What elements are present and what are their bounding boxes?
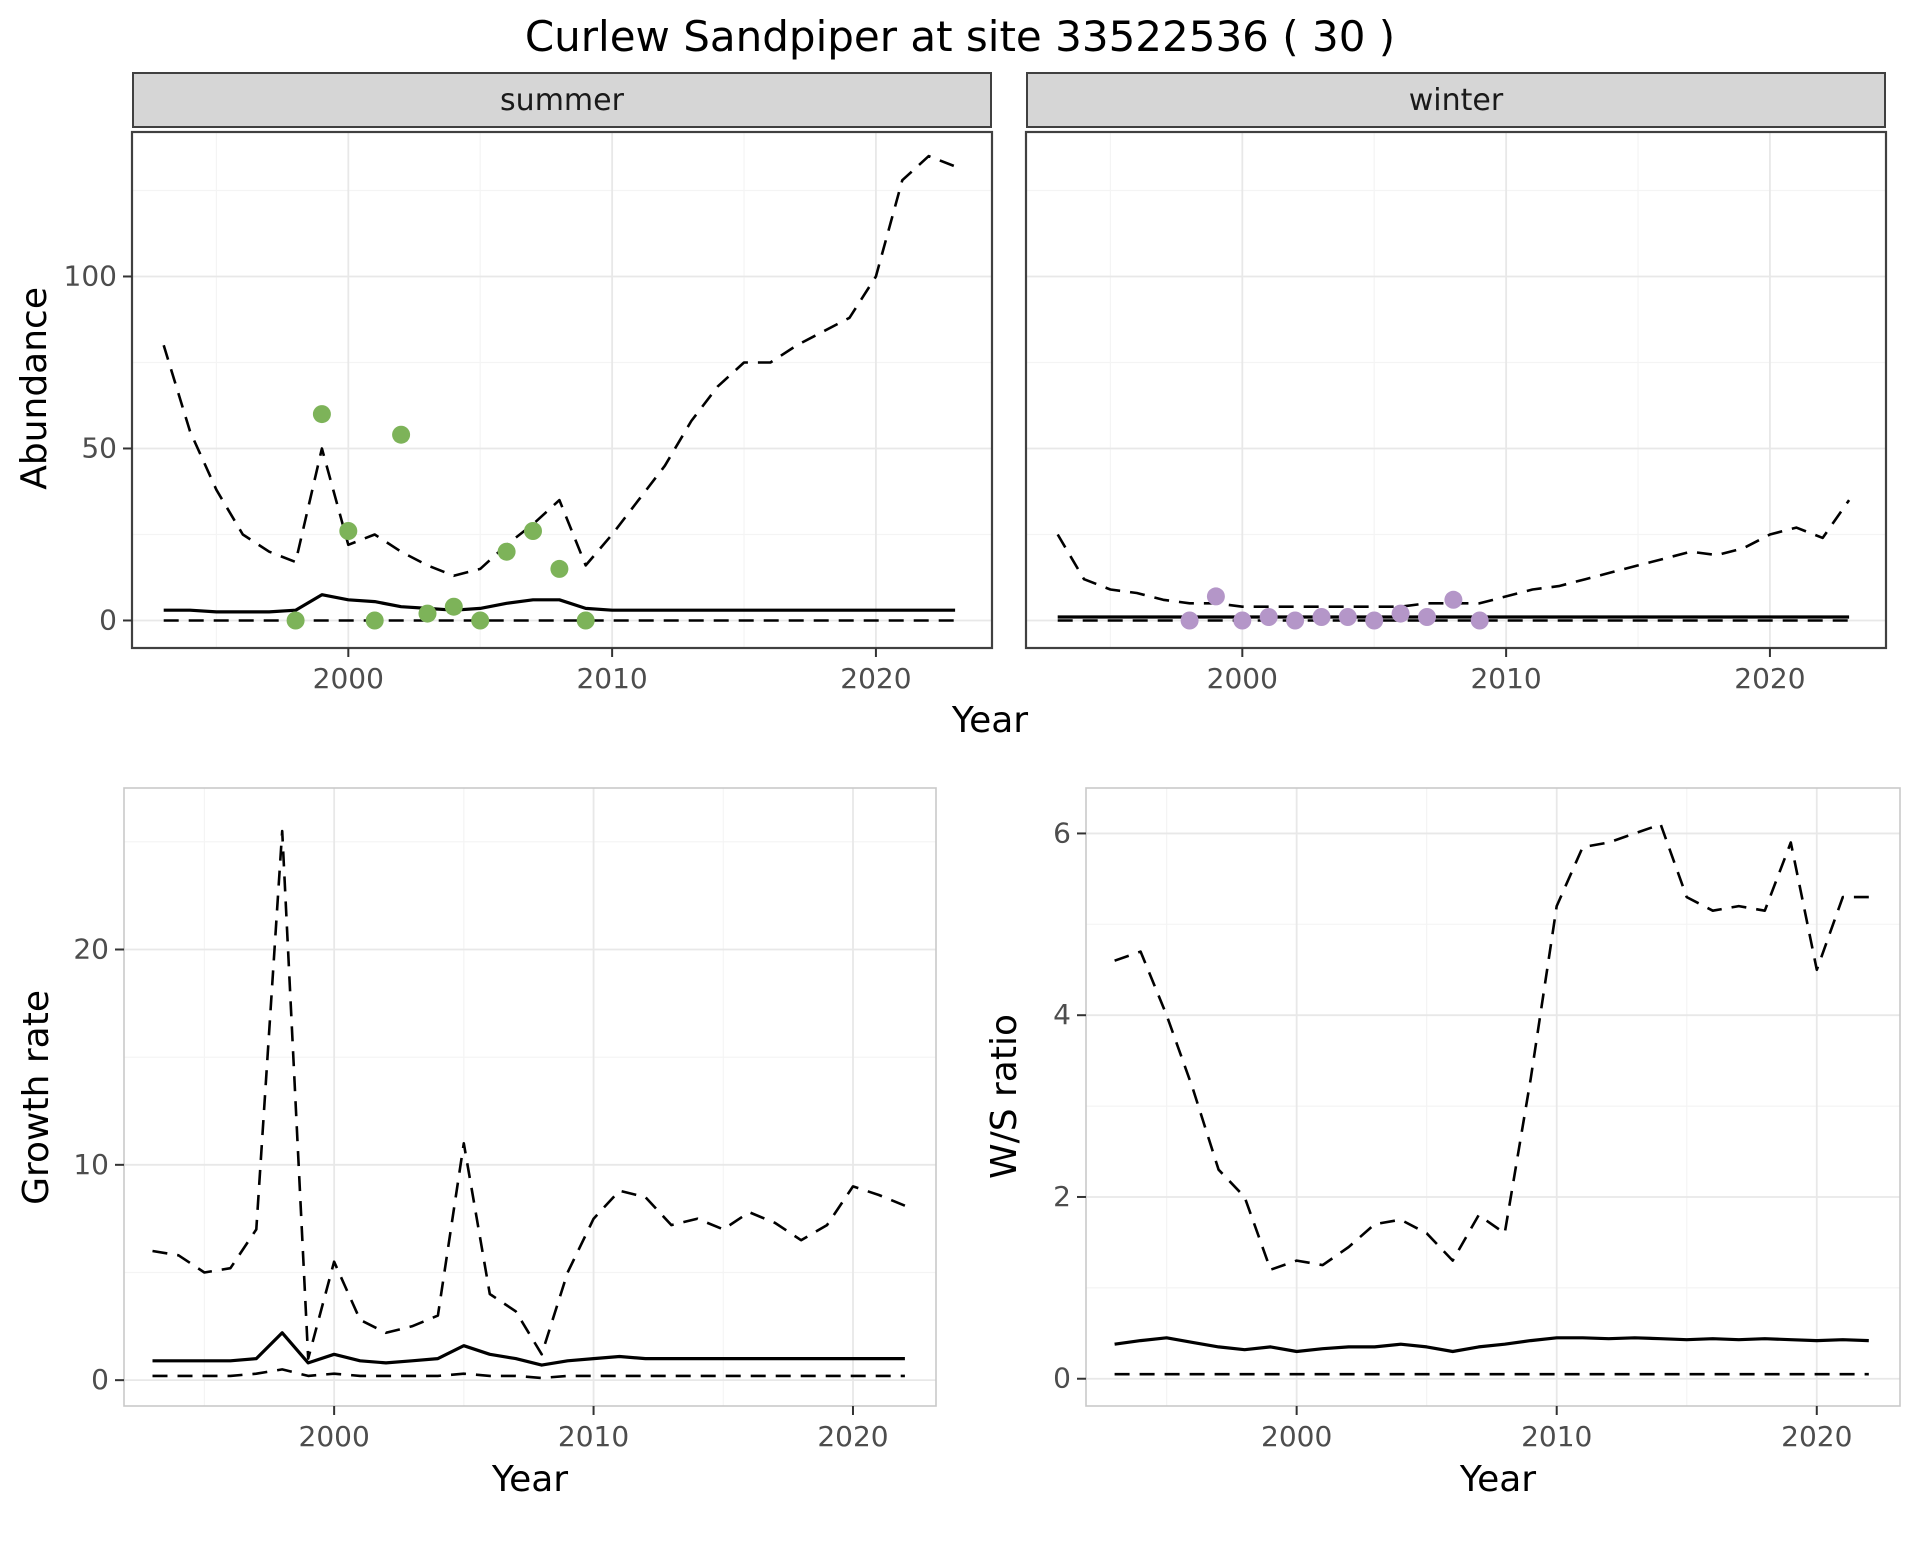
svg-text:0: 0 — [1053, 1362, 1071, 1395]
svg-text:2020: 2020 — [840, 662, 911, 694]
svg-text:2: 2 — [1053, 1180, 1071, 1213]
facet-strip-summer: summer — [132, 72, 992, 128]
facet-summer: summer 2000 2010 2020 0 50 100 — [60, 72, 998, 695]
growth-rate-chart: 2000 2010 2020 0 10 20 — [62, 774, 942, 1454]
growth-rate-plot: Growth rate 2000 2010 2020 0 10 20 Year — [10, 774, 942, 1506]
ws-year-axis-title: Year — [1459, 1459, 1537, 1500]
svg-text:20: 20 — [73, 932, 109, 965]
svg-text:4: 4 — [1053, 998, 1071, 1031]
svg-text:10: 10 — [73, 1148, 109, 1181]
ws-ratio-axis-title-column: W/S ratio — [978, 774, 1030, 1506]
abundance-winter-chart: 2000 2010 2020 — [1024, 128, 1896, 695]
svg-text:2020: 2020 — [1781, 1420, 1852, 1453]
facet-strip-winter: winter — [1026, 72, 1886, 128]
growth-rate-chart-column: 2000 2010 2020 0 10 20 Year — [62, 774, 942, 1506]
abundance-facets: summer 2000 2010 2020 0 50 100 winter 2000 201… — [60, 72, 1896, 695]
svg-text:2010: 2010 — [1470, 662, 1541, 694]
ws-ratio-plot: W/S ratio 2000 2010 2020 0 2 4 6 Year — [978, 774, 1910, 1506]
svg-text:6: 6 — [1053, 816, 1071, 849]
ws-ratio-chart-column: 2000 2010 2020 0 2 4 6 Year — [1030, 774, 1910, 1506]
top-year-axis-title: Year — [951, 700, 1029, 741]
abundance-plot: Abundance summer 2000 2010 2020 0 50 100 wint… — [8, 72, 1912, 695]
facet-winter: winter 2000 2010 2020 — [1024, 72, 1896, 695]
abundance-axis-title: Abundance — [13, 286, 55, 490]
growth-rate-axis-title-column: Growth rate — [10, 774, 62, 1506]
svg-text:2010: 2010 — [576, 662, 647, 694]
ws-ratio-chart: 2000 2010 2020 0 2 4 6 — [1030, 774, 1910, 1454]
svg-text:0: 0 — [91, 1363, 109, 1396]
svg-text:2000: 2000 — [299, 1420, 370, 1453]
svg-text:2000: 2000 — [313, 662, 384, 694]
svg-text:50: 50 — [81, 431, 117, 464]
svg-text:100: 100 — [64, 259, 117, 292]
svg-text:2000: 2000 — [1261, 1420, 1332, 1453]
growth-year-axis-title: Year — [491, 1459, 569, 1500]
bottom-plots: Growth rate 2000 2010 2020 0 10 20 Year W/S r… — [8, 774, 1912, 1506]
abundance-summer-chart: 2000 2010 2020 0 50 100 — [60, 128, 998, 695]
figure-title: Curlew Sandpiper at site 33522536 ( 30 ) — [524, 12, 1396, 61]
svg-text:2000: 2000 — [1207, 662, 1278, 694]
ws-ratio-axis-title: W/S ratio — [983, 1014, 1025, 1180]
svg-text:2020: 2020 — [817, 1420, 888, 1453]
growth-rate-axis-title: Growth rate — [15, 989, 57, 1205]
svg-text:2010: 2010 — [558, 1420, 629, 1453]
svg-text:0: 0 — [99, 603, 117, 636]
svg-text:2020: 2020 — [1734, 662, 1805, 694]
svg-text:2010: 2010 — [1521, 1420, 1592, 1453]
abundance-axis-title-column: Abundance — [8, 72, 60, 694]
